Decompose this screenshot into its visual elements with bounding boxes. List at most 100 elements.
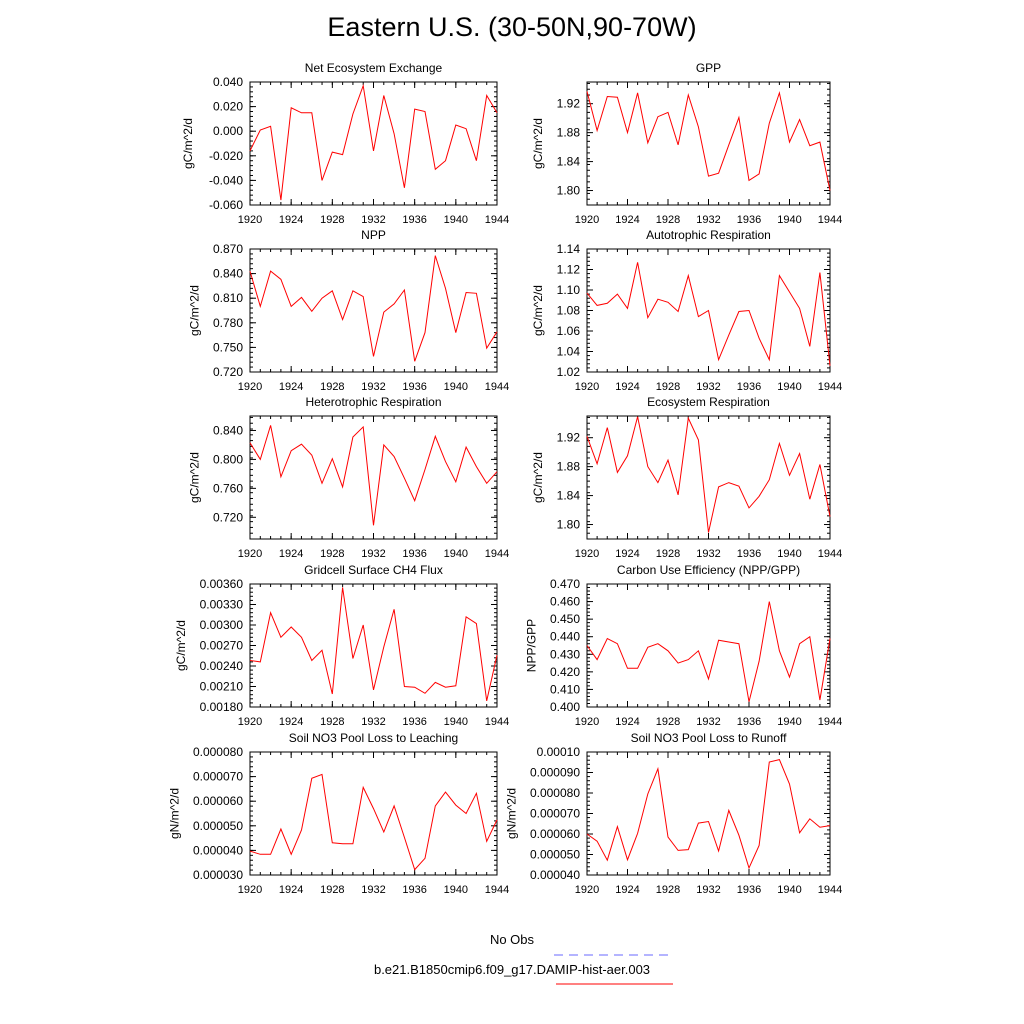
y-tick-label: -0.020 [209, 149, 243, 163]
legend-obs-swatch [554, 954, 674, 956]
x-tick-label: 1920 [238, 548, 262, 560]
x-tick-label: 1936 [402, 214, 426, 226]
y-tick-label: 1.08 [557, 304, 581, 318]
plot-frame [249, 751, 498, 876]
y-tick-label: 0.000040 [193, 843, 243, 857]
x-tick-label: 1928 [656, 884, 680, 896]
y-tick-label: 1.92 [557, 97, 581, 111]
x-tick-label: 1936 [737, 548, 761, 560]
x-tick-label: 1920 [575, 884, 599, 896]
plot-frame [586, 583, 831, 708]
x-tick-label: 1936 [737, 214, 761, 226]
chart-panel: 1920 1924 1928 1932 1936 1940 1944 1.80 1.84 1.88… [531, 395, 842, 560]
x-tick-label: 1944 [485, 716, 509, 728]
chart-panel: 1920 1924 1928 1932 1936 1940 1944 1.02 1.04 1.06… [531, 228, 842, 393]
y-tick-label: 1.80 [557, 518, 581, 532]
x-tick-label: 1928 [656, 716, 680, 728]
y-axis-label: gC/m^2/d [188, 285, 202, 336]
x-tick-label: 1932 [696, 884, 720, 896]
y-tick-label: 0.450 [550, 612, 580, 626]
y-tick-label: 1.88 [557, 460, 581, 474]
y-tick-label: 0.040 [213, 75, 243, 89]
y-tick-label: 0.760 [213, 481, 243, 495]
x-tick-label: 1924 [279, 884, 303, 896]
y-axis-label: gC/m^2/d [181, 118, 195, 169]
series-line [249, 83, 498, 201]
y-tick-label: 0.460 [550, 595, 580, 609]
x-tick-label: 1944 [485, 381, 509, 393]
y-axis-label: gC/m^2/d [174, 620, 188, 671]
y-tick-label: 1.10 [557, 283, 581, 297]
y-tick-label: 1.84 [557, 489, 581, 503]
y-tick-label: 0.000090 [530, 766, 580, 780]
chart-panel: 1920 1924 1928 1932 1936 1940 1944 0.000030 0.00… [167, 731, 509, 896]
legend-obs-label: No Obs [489, 932, 535, 947]
y-tick-label: 0.810 [213, 291, 243, 305]
y-tick-label: 1.04 [557, 345, 581, 359]
y-tick-label: 0.000050 [193, 819, 243, 833]
x-tick-label: 1940 [444, 548, 468, 560]
x-tick-label: 1932 [696, 548, 720, 560]
x-tick-label: 1940 [444, 716, 468, 728]
y-tick-label: 0.720 [213, 510, 243, 524]
x-tick-label: 1932 [361, 716, 385, 728]
y-tick-label: 0.00300 [200, 618, 244, 632]
chart-panel: 1920 1924 1928 1932 1936 1940 1944 1.80 1.84 1.88… [531, 61, 842, 226]
y-tick-label: 0.410 [550, 682, 580, 696]
plot-frame [586, 81, 831, 206]
y-tick-label: 1.06 [557, 324, 581, 338]
x-tick-label: 1944 [818, 214, 842, 226]
x-tick-label: 1924 [279, 548, 303, 560]
y-tick-label: 0.840 [213, 423, 243, 437]
plot-frame [586, 751, 831, 876]
x-tick-label: 1924 [279, 716, 303, 728]
x-tick-label: 1924 [615, 884, 639, 896]
y-tick-label: 0.440 [550, 630, 580, 644]
x-tick-label: 1936 [402, 716, 426, 728]
y-axis-label: NPP/GPP [525, 619, 539, 672]
x-tick-label: 1932 [361, 548, 385, 560]
y-tick-label: 0.870 [213, 242, 243, 256]
series-line [586, 262, 831, 366]
y-tick-label: 0.430 [550, 647, 580, 661]
x-tick-label: 1920 [575, 716, 599, 728]
plot-frame [586, 415, 831, 540]
y-tick-label: 0.720 [213, 365, 243, 379]
y-axis-label: gC/m^2/d [188, 452, 202, 503]
y-tick-label: 0.00270 [200, 639, 244, 653]
series-line [586, 759, 831, 870]
y-axis-label: gN/m^2/d [167, 788, 181, 839]
x-tick-label: 1936 [402, 381, 426, 393]
x-tick-label: 1944 [485, 214, 509, 226]
y-tick-label: 0.020 [213, 100, 243, 114]
y-tick-label: 1.88 [557, 126, 581, 140]
x-tick-label: 1936 [737, 884, 761, 896]
x-tick-label: 1920 [575, 381, 599, 393]
y-axis-label: gC/m^2/d [531, 118, 545, 169]
x-tick-label: 1940 [777, 214, 801, 226]
x-tick-label: 1936 [402, 548, 426, 560]
x-tick-label: 1928 [656, 381, 680, 393]
x-tick-label: 1940 [777, 716, 801, 728]
y-tick-label: 1.12 [557, 263, 581, 277]
panel-title: GPP [696, 61, 721, 75]
x-tick-label: 1940 [777, 381, 801, 393]
y-tick-label: 0.800 [213, 452, 243, 466]
x-tick-label: 1932 [696, 214, 720, 226]
y-tick-label: 0.000080 [193, 745, 243, 759]
x-tick-label: 1944 [485, 884, 509, 896]
x-tick-label: 1928 [656, 214, 680, 226]
x-tick-label: 1920 [575, 214, 599, 226]
series-line [586, 416, 831, 533]
x-tick-label: 1932 [361, 381, 385, 393]
y-tick-label: 0.750 [213, 340, 243, 354]
x-tick-label: 1920 [238, 884, 262, 896]
y-tick-label: 0.470 [550, 577, 580, 591]
y-tick-label: 0.400 [550, 700, 580, 714]
x-tick-label: 1940 [777, 884, 801, 896]
x-tick-label: 1928 [320, 214, 344, 226]
panel-title: Gridcell Surface CH4 Flux [304, 563, 443, 577]
x-tick-label: 1944 [818, 884, 842, 896]
x-tick-label: 1924 [279, 381, 303, 393]
y-tick-label: -0.040 [209, 173, 243, 187]
